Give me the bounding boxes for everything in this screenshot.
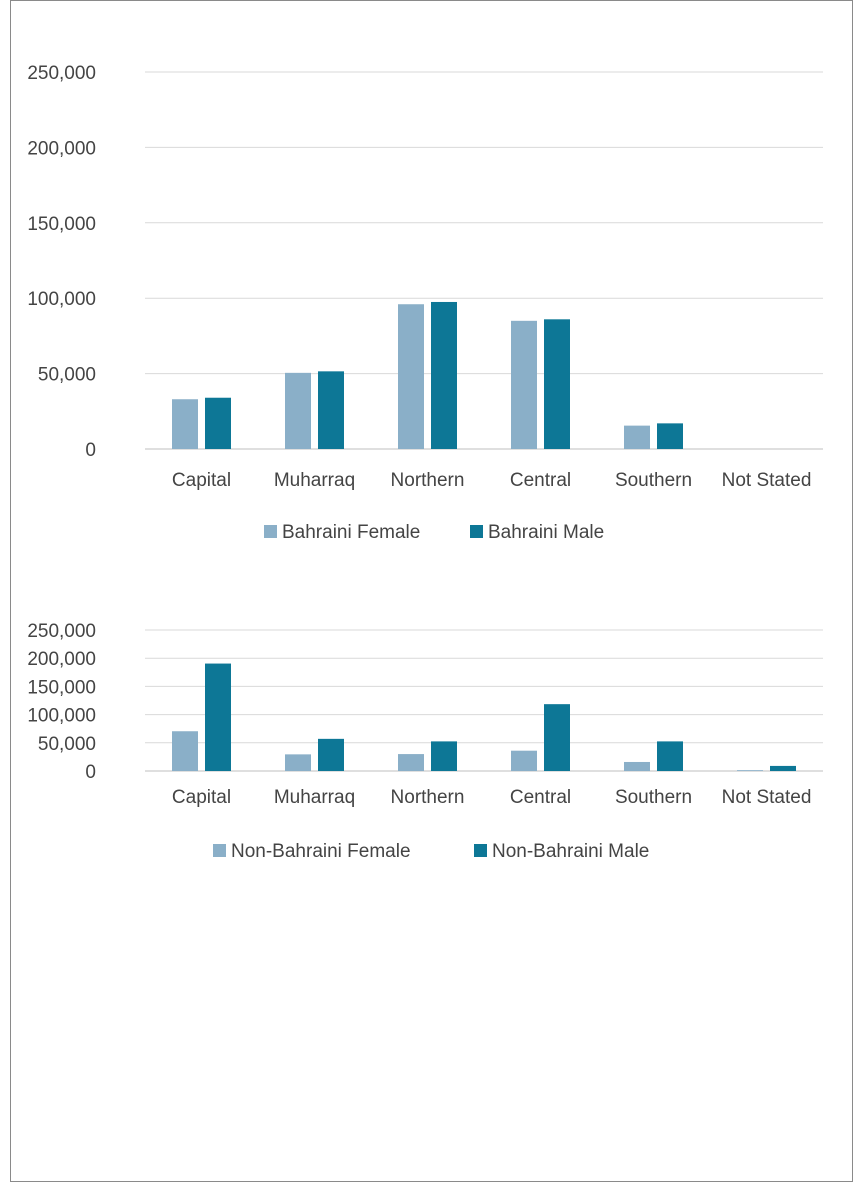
non-bahraini-bar-non-bahraini-female-muharraq	[285, 754, 311, 771]
non-bahraini-bar-non-bahraini-male-capital	[205, 663, 231, 771]
non-bahraini-population-chart: 0 50,000 100,000 150,000 200,000 250,000 Capit…	[0, 560, 856, 1120]
bahraini-bar-bahraini-female-southern	[624, 425, 650, 449]
non-bahraini-bar-non-bahraini-male-not-stated	[770, 765, 796, 771]
non-bahraini-x-tick-label-southern: Southern	[615, 787, 692, 808]
non-bahraini-bar-non-bahraini-female-central	[511, 750, 537, 771]
bahraini-bar-bahraini-male-muharraq	[318, 371, 344, 449]
bahraini-legend-swatch-bahraini-female	[264, 525, 277, 538]
bahraini-y-tick-label: 250,000	[27, 63, 96, 84]
bahraini-x-tick-label-southern: Southern	[615, 470, 692, 491]
non-bahraini-y-tick-label: 100,000	[27, 706, 96, 727]
non-bahraini-legend-label-non-bahraini-male: Non-Bahraini Male	[492, 841, 649, 862]
non-bahraini-y-tick-label: 250,000	[27, 621, 96, 642]
bahraini-y-tick-label: 0	[85, 440, 96, 461]
non-bahraini-bar-non-bahraini-female-not-stated	[737, 770, 763, 771]
bahraini-population-chart: 0 50,000 100,000 150,000 200,000 250,000 Capit…	[0, 0, 856, 560]
bahraini-x-tick-label-not-stated: Not Stated	[722, 470, 812, 491]
non-bahraini-bar-non-bahraini-male-southern	[657, 741, 683, 771]
non-bahraini-bar-non-bahraini-male-northern	[431, 741, 457, 771]
non-bahraini-bar-non-bahraini-female-capital	[172, 731, 198, 771]
bahraini-bar-bahraini-female-central	[511, 320, 537, 449]
non-bahraini-y-tick-label: 150,000	[27, 677, 96, 698]
non-bahraini-x-tick-label-muharraq: Muharraq	[274, 787, 355, 808]
bahraini-y-tick-label: 100,000	[27, 289, 96, 310]
bahraini-x-tick-label-northern: Northern	[391, 470, 465, 491]
bahraini-bar-bahraini-male-southern	[657, 423, 683, 449]
bahraini-chart-svg: 0 50,000 100,000 150,000 200,000 250,000 Capit…	[27, 63, 823, 543]
bahraini-bar-bahraini-female-northern	[398, 304, 424, 449]
non-bahraini-legend-swatch-non-bahraini-male	[474, 844, 487, 857]
bahraini-bar-bahraini-male-northern	[431, 301, 457, 449]
bahraini-x-tick-label-capital: Capital	[172, 470, 231, 491]
bahraini-bar-bahraini-male-capital	[205, 397, 231, 449]
non-bahraini-y-tick-label: 0	[85, 762, 96, 783]
bahraini-x-tick-label-central: Central	[510, 470, 571, 491]
bahraini-bar-bahraini-female-muharraq	[285, 372, 311, 449]
non-bahraini-legend-swatch-non-bahraini-female	[213, 844, 226, 857]
bahraini-legend-label-bahraini-male: Bahraini Male	[488, 522, 604, 543]
bahraini-y-tick-label: 200,000	[27, 138, 96, 159]
non-bahraini-bar-non-bahraini-female-southern	[624, 761, 650, 771]
non-bahraini-bar-non-bahraini-male-central	[544, 704, 570, 771]
non-bahraini-y-tick-label: 200,000	[27, 649, 96, 670]
non-bahraini-bar-non-bahraini-female-northern	[398, 754, 424, 771]
bahraini-x-tick-label-muharraq: Muharraq	[274, 470, 355, 491]
non-bahraini-legend-label-non-bahraini-female: Non-Bahraini Female	[231, 841, 411, 862]
bahraini-y-tick-label: 150,000	[27, 214, 96, 235]
non-bahraini-x-tick-label-northern: Northern	[391, 787, 465, 808]
non-bahraini-x-tick-label-central: Central	[510, 787, 571, 808]
bahraini-bar-bahraini-female-capital	[172, 399, 198, 449]
non-bahraini-bar-non-bahraini-male-muharraq	[318, 738, 344, 771]
non-bahraini-chart-svg: 0 50,000 100,000 150,000 200,000 250,000 Capit…	[27, 621, 823, 862]
bahraini-y-tick-label: 50,000	[38, 365, 96, 386]
bahraini-legend-swatch-bahraini-male	[470, 525, 483, 538]
bahraini-bar-bahraini-male-central	[544, 319, 570, 449]
non-bahraini-x-tick-label-capital: Capital	[172, 787, 231, 808]
non-bahraini-y-tick-label: 50,000	[38, 734, 96, 755]
bahraini-legend-label-bahraini-female: Bahraini Female	[282, 522, 420, 543]
non-bahraini-x-tick-label-not-stated: Not Stated	[722, 787, 812, 808]
